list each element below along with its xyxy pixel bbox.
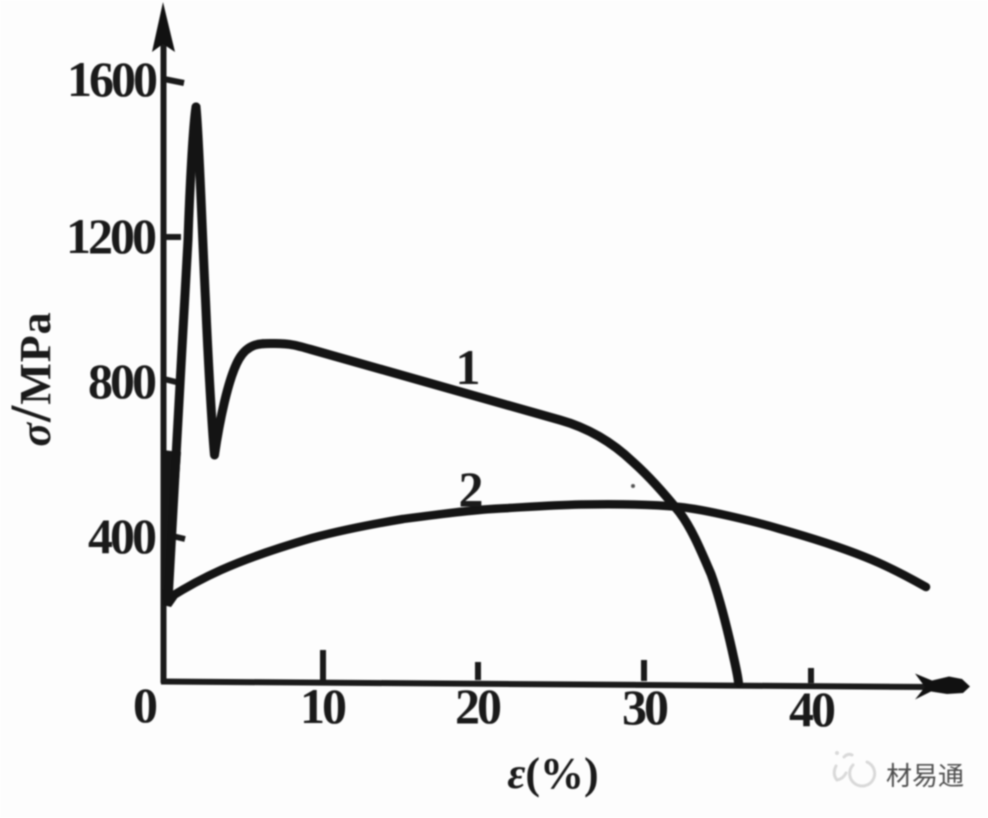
svg-text:0: 0 <box>133 677 157 733</box>
svg-text:20: 20 <box>455 678 501 734</box>
svg-text:40: 40 <box>789 681 835 737</box>
svg-text:800: 800 <box>88 353 156 409</box>
svg-text:1: 1 <box>456 339 481 395</box>
svg-text:σ/MPa: σ/MPa <box>0 311 63 446</box>
svg-text:2: 2 <box>459 461 484 517</box>
svg-text:10: 10 <box>300 678 346 734</box>
svg-text:材易通: 材易通 <box>886 762 964 791</box>
svg-text:1200: 1200 <box>66 208 156 264</box>
svg-text:400: 400 <box>88 508 156 564</box>
svg-text:30: 30 <box>622 679 668 735</box>
svg-text:ε(%): ε(%) <box>507 749 598 798</box>
svg-text:1600: 1600 <box>67 51 157 107</box>
